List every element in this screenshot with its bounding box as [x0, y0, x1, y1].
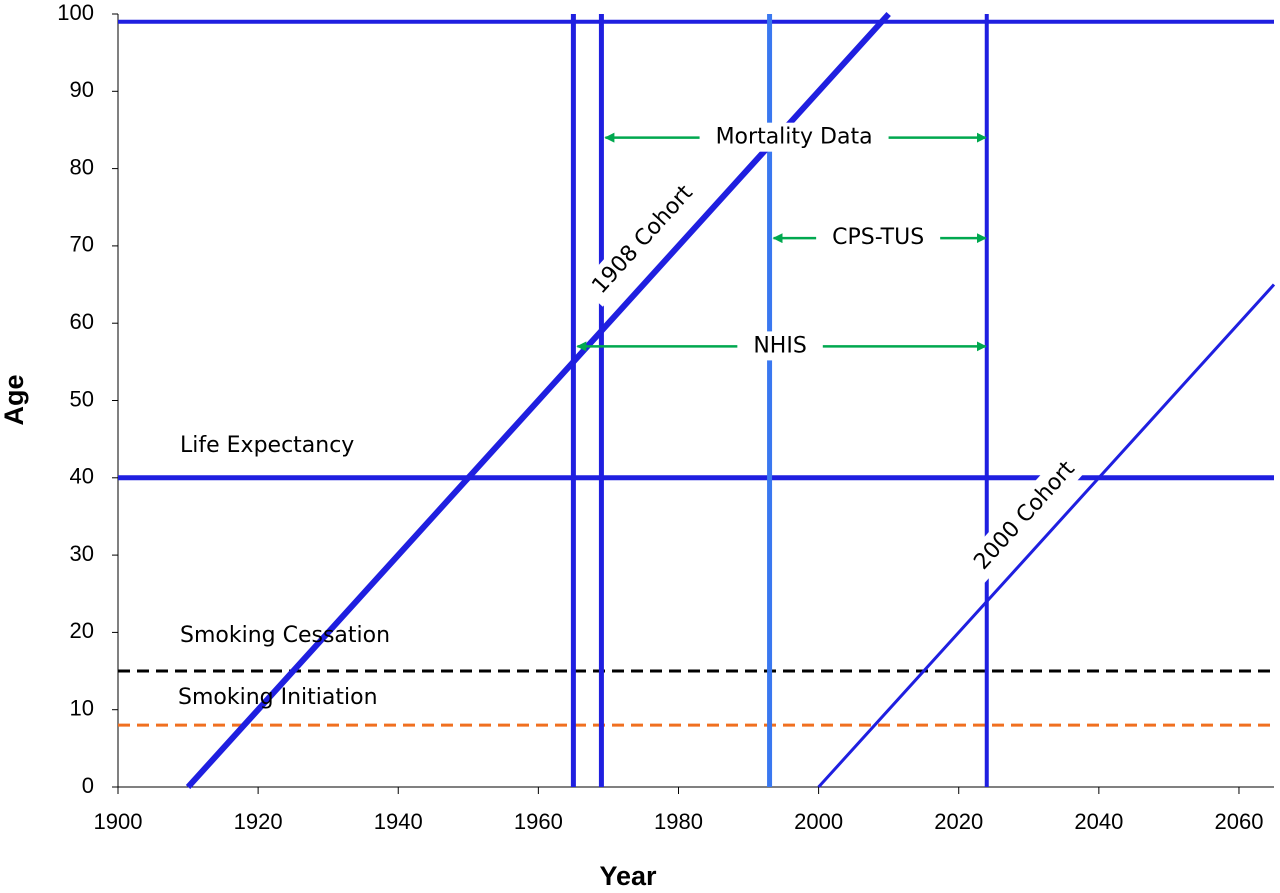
y-axis-title: Age	[0, 374, 29, 425]
x-tick-label: 2060	[1214, 809, 1263, 834]
y-tick-label: 50	[70, 386, 94, 411]
label-background	[961, 448, 1088, 583]
annotation-label: CPS-TUS	[832, 225, 924, 250]
label-background	[699, 122, 889, 152]
x-tick-label: 1900	[94, 809, 143, 834]
y-tick-label: 0	[82, 773, 94, 798]
x-tick-label: 1960	[514, 809, 563, 834]
annotation-label: Mortality Data	[716, 125, 873, 150]
x-tick-label: 1920	[234, 809, 283, 834]
label-background	[579, 172, 706, 307]
y-tick-label: 40	[70, 464, 94, 489]
y-tick-label: 90	[70, 77, 94, 102]
y-tick-label: 20	[70, 618, 94, 643]
y-tick-label: 80	[70, 154, 94, 179]
x-tick-label: 2000	[794, 809, 843, 834]
y-tick-label: 100	[57, 0, 94, 25]
series-line	[817, 283, 1276, 789]
series-label: Life Expectancy	[180, 433, 354, 458]
series-label: Smoking Initiation	[178, 685, 378, 710]
annotation-label: NHIS	[753, 333, 806, 358]
label-background	[816, 223, 941, 253]
x-tick-label: 1980	[654, 809, 703, 834]
x-tick-label: 1940	[374, 809, 423, 834]
label-background	[737, 331, 823, 361]
y-tick-label: 70	[70, 232, 94, 257]
x-tick-label: 2020	[934, 809, 983, 834]
x-axis-title: Year	[599, 861, 657, 891]
y-tick-label: 10	[70, 696, 94, 721]
y-tick-label: 30	[70, 541, 94, 566]
series-label: Smoking Cessation	[180, 623, 390, 648]
x-tick-label: 2040	[1074, 809, 1123, 834]
y-tick-label: 60	[70, 309, 94, 334]
